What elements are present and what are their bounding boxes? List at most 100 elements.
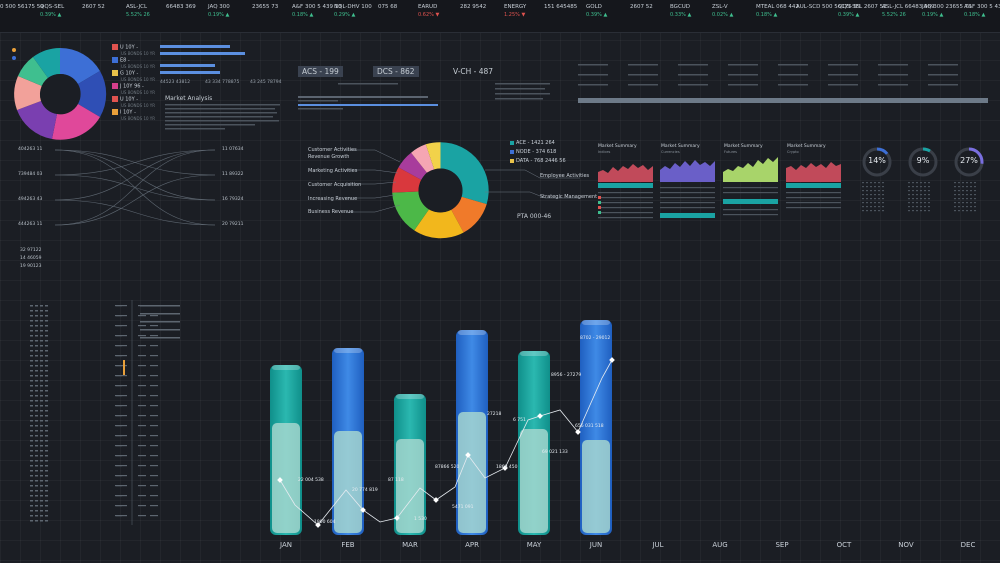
legend-entry: I 10Y - US BONDS 10 YR xyxy=(112,109,155,121)
market-summary-sub: Currencies xyxy=(661,150,680,154)
flow-left-item: 494263 43 xyxy=(18,197,43,202)
ticker-change: 0.39% ▲ xyxy=(586,12,608,18)
ring-progress xyxy=(862,147,892,177)
ticker-item[interactable]: 66483 369 xyxy=(166,3,196,11)
ticker-item[interactable]: A&F 300 5 439 13 0.18% ▲ xyxy=(964,3,1000,19)
bar-inner xyxy=(458,412,486,533)
flow-bottom-b: 97122 xyxy=(27,248,42,253)
legend-name: E8 - xyxy=(120,57,130,64)
flow-right-count: 11 xyxy=(222,147,228,152)
line-annotation: 22 004 538 xyxy=(298,478,324,483)
market-summary-title: Market Summary xyxy=(598,144,637,149)
flow-left-item: 444263 11 xyxy=(18,222,43,227)
top-number: 43 245 78794 xyxy=(250,80,282,85)
ticker-item[interactable]: EARUD 0.62% ▼ xyxy=(418,3,439,19)
ticker-symbol: 23655 73 xyxy=(252,4,279,10)
bar-cap xyxy=(272,365,300,370)
trend-point xyxy=(609,357,615,363)
ticker-item[interactable]: 0 500 56175 59 xyxy=(0,3,44,11)
left-side-data-columns xyxy=(30,300,180,525)
market-summary-sub: Futures xyxy=(724,150,737,154)
flow-bottom-a: 14 xyxy=(20,256,26,261)
legend-name: I 10Y - xyxy=(120,109,136,116)
ticker-item[interactable]: JAQ 300 0.19% ▲ xyxy=(208,3,230,19)
flow-bottom-row: 14 46059 xyxy=(20,256,42,261)
line-annotation: 20 774 819 xyxy=(352,488,378,493)
ticker-item[interactable]: 2607 52 xyxy=(82,3,105,11)
ticker-change: 0.18% ▲ xyxy=(964,12,986,18)
legend-swatch xyxy=(112,109,118,115)
vch-label: V-CH - 487 xyxy=(453,67,494,76)
legend-swatch xyxy=(510,140,514,145)
bar-cap xyxy=(520,351,548,356)
ticker-symbol: 075 68 xyxy=(378,4,398,10)
ring-label: 9% xyxy=(916,156,930,165)
ticker-item[interactable]: 23655 73 xyxy=(252,3,278,11)
market-summary-title: Market Summary xyxy=(661,144,700,149)
ticker-symbol: 0 500 56175 59 xyxy=(0,4,44,10)
ticker-item[interactable]: MTEAL 068 442 0.18% ▲ xyxy=(756,3,799,19)
line-annotation: 5471 091 xyxy=(452,505,474,510)
pie-label: Customer Activities xyxy=(308,147,357,153)
ticker-symbol: 66483 369 xyxy=(166,4,196,10)
vch-details xyxy=(495,83,550,100)
ticker-symbol: AUL-SCD 500 56175 59 xyxy=(796,4,861,10)
ticker-symbol: ASL-JCL 66483 369 xyxy=(882,4,935,10)
market-analysis-text xyxy=(165,104,280,130)
month-label: DEC xyxy=(960,541,976,549)
pie-label: Increasing Revenue xyxy=(308,196,358,202)
ticker-item[interactable]: BGCUD 0.33% ▲ xyxy=(670,3,691,19)
ring-progress xyxy=(908,147,938,177)
ticker-change: 0.39% ▲ xyxy=(40,12,62,18)
ticker-item[interactable]: GOLD 0.39% ▲ xyxy=(586,3,607,19)
ticker-item[interactable]: ENERGY 1.25% ▼ xyxy=(504,3,526,19)
ticker-item[interactable]: JAQ 300 23655 73 0.19% ▲ xyxy=(922,3,972,19)
market-summary-areas xyxy=(598,157,841,182)
bar-inner xyxy=(334,431,362,533)
line-annotation: 87866 520 xyxy=(435,465,460,470)
ticker-item[interactable]: QQS-SEL 2607 52 0.39% ▲ xyxy=(838,3,887,19)
ticker-item[interactable]: 282 9542 xyxy=(460,3,486,11)
ticker-item[interactable]: 151 645485 xyxy=(544,3,577,11)
ticker-symbol: 282 9542 xyxy=(460,4,487,10)
trend-point xyxy=(315,522,321,528)
month-label: JUN xyxy=(589,541,603,549)
ticker-item[interactable]: 2607 52 xyxy=(630,3,653,11)
flow-lines xyxy=(55,149,215,226)
ticker-symbol: ENERGY xyxy=(504,4,527,10)
ticker-item[interactable]: QQS-SEL 0.39% ▲ xyxy=(40,3,64,19)
flow-left-item: 404263 11 xyxy=(18,147,43,152)
ticker-item[interactable]: ZSL-V 0.02% ▲ xyxy=(712,3,733,19)
ticker-item[interactable]: 075 68 xyxy=(378,3,397,11)
top-left-donut-chart xyxy=(12,47,107,140)
flow-right-code: 79324 xyxy=(229,197,244,202)
flow-bottom-b: 46059 xyxy=(27,256,42,261)
bar-cap xyxy=(582,320,610,325)
bar-inner xyxy=(272,423,300,533)
ticker-symbol: QQS-SEL xyxy=(40,4,65,10)
ticker-item[interactable]: AUL-SCD 500 56175 59 xyxy=(796,3,861,11)
legend-name: G 10Y - xyxy=(120,70,139,77)
flow-bottom-row: 19 90123 xyxy=(20,264,42,269)
ticker-symbol: MTEAL 068 442 xyxy=(756,4,799,10)
flow-right-count: 11 xyxy=(222,172,228,177)
trend-point xyxy=(394,515,400,521)
month-label: SEP xyxy=(775,541,789,549)
market-summary-tables xyxy=(598,183,841,219)
top-horizontal-bars xyxy=(160,45,245,74)
trend-point xyxy=(465,452,471,458)
legend-swatch xyxy=(112,70,118,76)
vertical-id-strip xyxy=(10,320,30,560)
ticker-item[interactable]: ASL-JCL 5.52% 26 xyxy=(126,3,150,19)
ticker-item[interactable]: A&F 300 5 439 13 0.18% ▲ xyxy=(292,3,342,19)
trend-point xyxy=(502,465,508,471)
ticker-item[interactable]: ASL-JCL 66483 369 5.52% 26 xyxy=(882,3,935,19)
ticker-item[interactable]: NQL-DHV 100 0.29% ▲ xyxy=(334,3,372,19)
flow-left-item: 739484 03 xyxy=(18,172,43,177)
market-analysis-title: Market Analysis xyxy=(165,95,213,102)
top-right-table xyxy=(578,64,988,103)
legend-swatch xyxy=(510,158,514,163)
legend-swatch xyxy=(112,44,118,50)
main-bar-chart xyxy=(270,320,615,535)
line-annotation: 1868 450 xyxy=(496,465,518,470)
